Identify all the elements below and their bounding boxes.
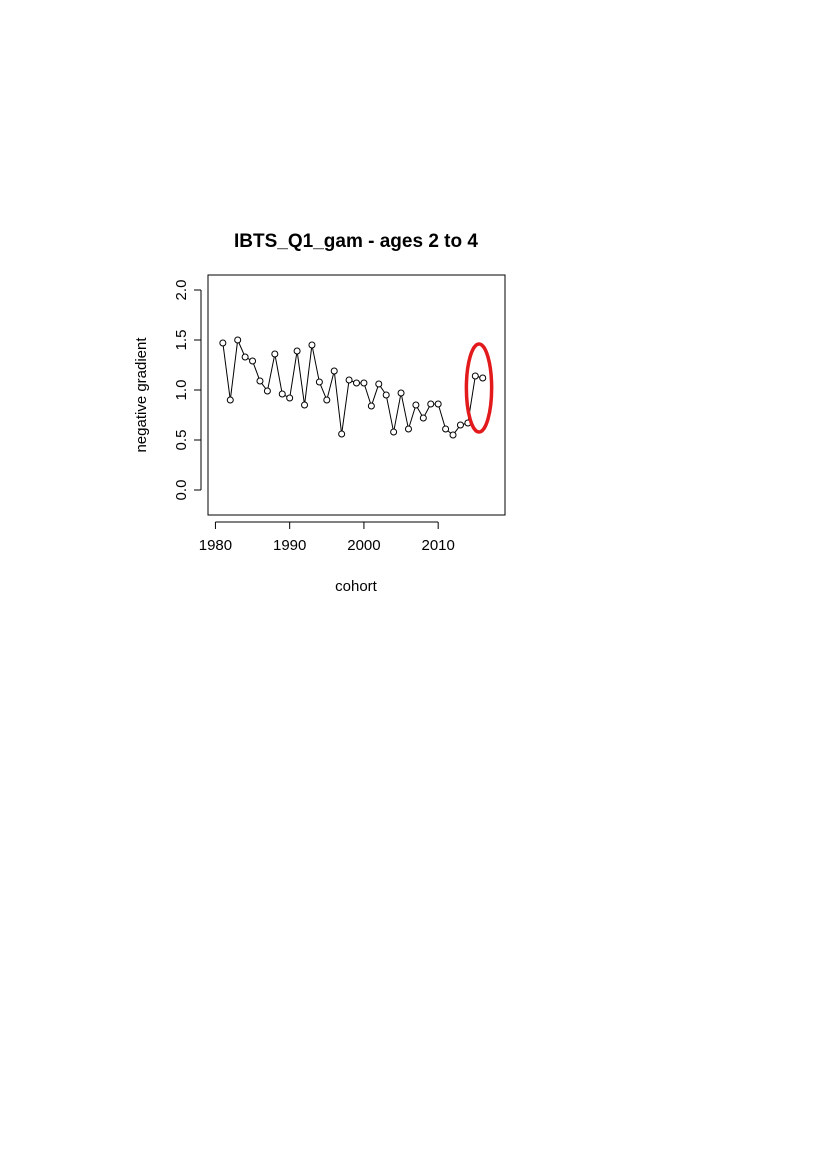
- series-segment: [438, 406, 446, 427]
- series-segment: [312, 347, 320, 380]
- series-segment: [454, 427, 460, 433]
- data-point: [249, 357, 257, 365]
- data-point: [234, 336, 242, 344]
- series-segment: [253, 363, 260, 379]
- series-segment: [447, 430, 452, 434]
- series-segment: [341, 382, 350, 432]
- data-point: [390, 428, 398, 436]
- highlight-annotation: [464, 342, 494, 434]
- data-point: [315, 378, 323, 386]
- data-point: [278, 390, 286, 398]
- data-point: [308, 341, 316, 349]
- data-point: [271, 350, 279, 358]
- data-point: [338, 430, 346, 438]
- data-point: [427, 400, 435, 408]
- series-segment: [371, 386, 379, 404]
- series-segment: [222, 345, 231, 398]
- data-point: [434, 400, 442, 408]
- data-point: [301, 401, 309, 409]
- series-segment: [297, 353, 305, 403]
- series-segment: [424, 406, 430, 416]
- data-point: [226, 396, 234, 404]
- plot-box: [207, 274, 506, 516]
- series-segment: [274, 356, 283, 392]
- data-point: [286, 394, 294, 402]
- y-axis-label: negative gradient: [133, 337, 150, 453]
- series-segment: [401, 395, 409, 427]
- series-segment: [238, 342, 245, 355]
- data-point: [397, 389, 405, 397]
- series-segment: [386, 397, 394, 430]
- y-tick-label: 1.5: [173, 330, 190, 351]
- series-segment: [416, 407, 423, 416]
- series-segment: [289, 353, 298, 396]
- data-point: [442, 425, 450, 433]
- data-series: [219, 336, 487, 439]
- series-segment: [261, 383, 267, 389]
- series-segment: [230, 342, 238, 398]
- data-point: [219, 339, 227, 347]
- series-segment: [393, 395, 401, 430]
- data-point: [412, 401, 420, 409]
- data-point: [360, 379, 368, 387]
- series-segment: [320, 384, 327, 398]
- data-point: [471, 372, 479, 380]
- highlight-ellipse: [464, 342, 494, 434]
- series-segment: [334, 373, 342, 432]
- data-point: [263, 387, 271, 395]
- data-point: [293, 347, 301, 355]
- data-point: [241, 353, 249, 361]
- y-tick-label: 2.0: [173, 280, 190, 301]
- series-segment: [304, 347, 313, 403]
- data-point: [404, 425, 412, 433]
- chart-title: IBTS_Q1_gam - ages 2 to 4: [234, 231, 478, 252]
- data-point: [256, 377, 264, 385]
- x-tick-label: 1990: [273, 537, 306, 554]
- data-point: [367, 402, 375, 410]
- x-tick-label: 2010: [421, 537, 454, 554]
- data-point: [345, 376, 353, 384]
- data-point: [323, 396, 331, 404]
- data-point: [382, 391, 390, 399]
- y-tick-label: 0.5: [173, 430, 190, 451]
- series-segment: [380, 386, 385, 393]
- x-tick-label: 1980: [199, 537, 232, 554]
- data-point: [479, 374, 487, 382]
- x-axis-label: cohort: [335, 578, 378, 595]
- y-tick-label: 0.0: [173, 480, 190, 501]
- data-point: [419, 414, 427, 422]
- x-axis: 1980 1990 2000 2010: [199, 521, 455, 554]
- data-point: [330, 367, 338, 375]
- x-tick-label: 2000: [347, 537, 380, 554]
- data-point: [449, 431, 457, 439]
- data-point: [353, 379, 360, 387]
- y-axis: 0.0 0.5 1.0 1.5 2.0: [173, 280, 202, 501]
- data-point: [456, 421, 464, 429]
- series-segment: [327, 373, 334, 398]
- y-tick-label: 1.0: [173, 380, 190, 401]
- series-segment: [267, 356, 275, 389]
- series-segment: [364, 385, 371, 404]
- series-segment: [408, 407, 416, 427]
- data-point: [375, 380, 383, 388]
